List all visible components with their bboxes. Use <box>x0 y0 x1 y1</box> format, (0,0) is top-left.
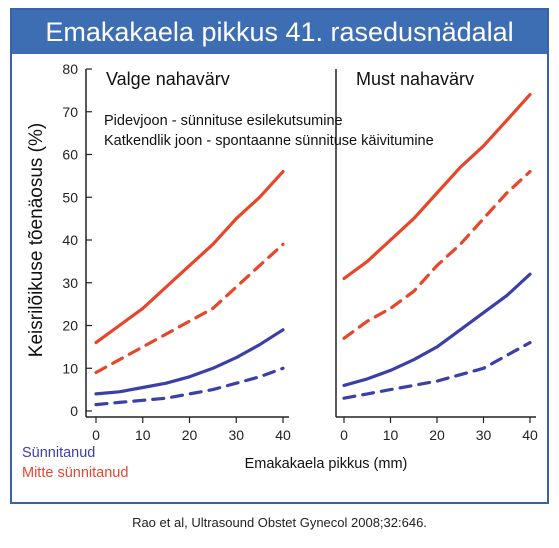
x-tick-label: 30 <box>476 427 492 443</box>
y-tick-label: 70 <box>62 104 78 120</box>
axes-layer <box>85 68 536 423</box>
y-tick-label: 10 <box>62 360 78 376</box>
x-tick-label: 30 <box>228 427 244 443</box>
x-tick-label: 40 <box>275 427 291 443</box>
x-axis-title: Emakakaela pikkus (mm) <box>245 456 408 472</box>
y-tick-label: 40 <box>62 232 78 248</box>
color-legend-label: Mitte sünnitanud <box>22 465 128 481</box>
y-tick-label: 20 <box>62 318 78 334</box>
series-line <box>94 366 285 407</box>
series-line <box>342 272 532 387</box>
x-tick-label: 40 <box>522 427 538 443</box>
y-tick-label: 60 <box>62 147 78 163</box>
series-line <box>342 170 532 340</box>
panel-label: Valge nahavärv <box>106 69 230 89</box>
y-tick-label: 0 <box>70 403 78 419</box>
y-tick-label: 80 <box>62 61 78 77</box>
panel-label: Must nahavärv <box>356 69 474 89</box>
x-tick-label: 0 <box>340 427 348 443</box>
series-line <box>342 341 532 400</box>
x-tick-label: 0 <box>92 427 100 443</box>
series-line <box>94 242 285 375</box>
chart-title: Emakakaela pikkus 41. rasedusnädalal <box>12 10 547 54</box>
x-tick-label: 10 <box>135 427 151 443</box>
y-axis-title: Keisrilõikuse tõenäosus (%) <box>26 123 47 357</box>
series-line <box>342 93 532 281</box>
x-tick-label: 10 <box>383 427 399 443</box>
series-line <box>94 328 285 396</box>
y-tick-label: 50 <box>62 189 78 205</box>
citation: Rao et al, Ultrasound Obstet Gynecol 200… <box>132 515 427 530</box>
y-tick-label: 30 <box>62 275 78 291</box>
labels-layer: 0 10 20 30 40 50 60 70 80 Keisrilõikuse tõenäosus… <box>22 61 538 481</box>
series-line <box>94 170 285 345</box>
x-tick-label: 20 <box>182 427 198 443</box>
line-style-legend: Katkendlik joon - spontaanne sünnituse k… <box>104 133 434 149</box>
x-tick-label: 20 <box>429 427 445 443</box>
color-legend-label: Sünnitanud <box>22 445 95 461</box>
figure-frame: Emakakaela pikkus 41. rasedusnädalal <box>10 8 549 504</box>
series-layer <box>94 93 532 407</box>
line-style-legend: Pidevjoon - sünnituse esilekutsumine <box>104 113 343 129</box>
